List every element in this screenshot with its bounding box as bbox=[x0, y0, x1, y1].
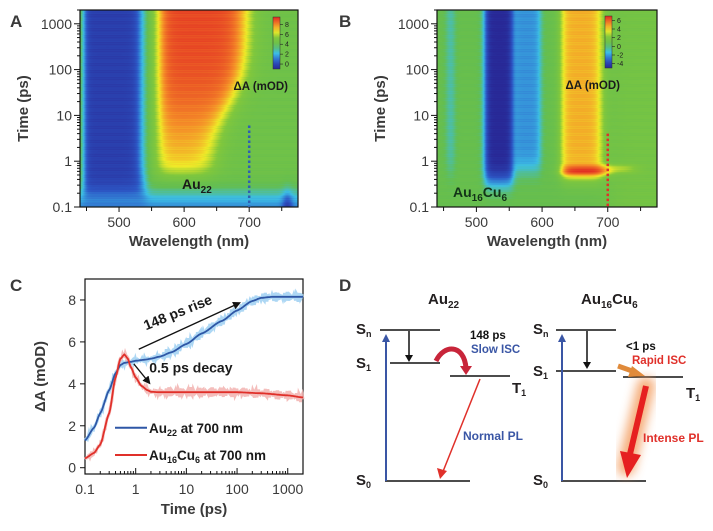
y-tick-label: 100 bbox=[406, 62, 430, 78]
x-tick-label: 1000 bbox=[272, 481, 303, 497]
isc-time-left: 148 ps bbox=[470, 330, 506, 342]
label-t1-left: T1 bbox=[512, 380, 526, 398]
colorbar bbox=[604, 15, 613, 69]
pl-arrowhead-left bbox=[437, 468, 447, 479]
label-sn-left: Sn bbox=[356, 321, 372, 339]
panel-c-line-chart: 0.1 1 10 100 1000 Time (ps) 0 2 4 6 8 ΔA (mOD) 148 p… bbox=[32, 278, 305, 518]
y-tick-label: 1 bbox=[64, 153, 72, 169]
colorbar-tick-label: 8 bbox=[285, 22, 289, 29]
panel-a-axes: 500 600 700 Wavelength (nm) 0.1 1 10 100 1000 Tim… bbox=[15, 9, 299, 250]
heatmap-a bbox=[80, 10, 298, 207]
heatmap-b bbox=[437, 10, 657, 207]
isc-arrowhead-right bbox=[628, 366, 645, 377]
x-tick-label: 600 bbox=[530, 214, 554, 230]
y-axis-label: Time (ps) bbox=[372, 75, 389, 141]
label-s1-left: S1 bbox=[356, 355, 371, 373]
x-axis-label: Wavelength (nm) bbox=[487, 233, 607, 250]
y-tick-label: 100 bbox=[49, 62, 73, 78]
pl-arrowhead-right bbox=[620, 451, 641, 478]
y-tick-label: 10 bbox=[413, 107, 429, 123]
ic-arrowhead-left bbox=[405, 355, 413, 362]
pl-label-left: Normal PL bbox=[463, 429, 523, 443]
decay-annotation: 0.5 ps decay bbox=[149, 359, 232, 375]
y-tick-label: 2 bbox=[68, 418, 76, 434]
x-tick-label: 700 bbox=[238, 214, 262, 230]
panel-d-energy-diagram: Au22 Sn S1 T1 S0 148 ps Slow ISC Normal … bbox=[356, 291, 704, 490]
diagram-left-title: Au22 bbox=[428, 291, 460, 311]
label-s0-right: S0 bbox=[533, 472, 548, 490]
isc-label-left: Slow ISC bbox=[471, 344, 520, 356]
y-tick-label: 10 bbox=[56, 107, 72, 123]
x-tick-label: 10 bbox=[179, 481, 195, 497]
y-tick-label: 1000 bbox=[41, 16, 72, 32]
rise-arrow bbox=[138, 301, 241, 350]
colorbar-tick-label: 4 bbox=[617, 27, 621, 34]
pl-arrow-left bbox=[441, 378, 481, 475]
colorbar-tick-label: 6 bbox=[617, 18, 621, 25]
fit-line-au22 bbox=[84, 295, 303, 442]
colorbar-tick-label: -4 bbox=[617, 61, 623, 68]
panel-letter-d: D bbox=[339, 276, 352, 295]
colorbar-tick-label: -2 bbox=[617, 53, 623, 60]
fit-line-au16cu6 bbox=[84, 353, 304, 460]
y-tick-label: 1000 bbox=[398, 16, 429, 32]
colorbar-label: ΔA (mOD) bbox=[234, 81, 289, 93]
x-tick-label: 100 bbox=[225, 481, 249, 497]
y-axis-label: ΔA (mOD) bbox=[32, 341, 49, 412]
label-sn-right: Sn bbox=[533, 321, 549, 339]
annotation-au22: Au22 bbox=[182, 176, 212, 196]
isc-arrow-left bbox=[433, 346, 469, 369]
label-s1-right: S1 bbox=[533, 363, 548, 381]
plot-frame-c bbox=[84, 278, 304, 475]
y-axis-label: Time (ps) bbox=[15, 75, 32, 141]
colorbar-tick-label: 0 bbox=[617, 44, 621, 51]
colorbar-tick-label: 2 bbox=[617, 35, 621, 42]
label-t1-right: T1 bbox=[686, 385, 700, 403]
y-tick-label: 0.1 bbox=[410, 199, 430, 215]
ic-arrowhead-right bbox=[583, 362, 591, 369]
colorbar bbox=[272, 16, 281, 70]
plot-frame bbox=[79, 9, 299, 208]
legend-label-au22: Au22 at 700 nm bbox=[149, 421, 243, 438]
y-tick-label: 8 bbox=[68, 292, 76, 308]
isc-time-right: <1 ps bbox=[626, 341, 656, 353]
y-tick-label: 4 bbox=[68, 376, 76, 392]
plot-frame bbox=[436, 9, 658, 208]
panel-letter-b: B bbox=[339, 12, 352, 31]
excitation-arrowhead-right bbox=[558, 334, 566, 342]
x-axis-label: Time (ps) bbox=[161, 501, 227, 518]
diagram-right-title: Au16Cu6 bbox=[581, 291, 638, 311]
x-tick-label: 1 bbox=[132, 481, 140, 497]
colorbar-tick-label: 6 bbox=[285, 32, 289, 39]
panel-b-axes: 500 600 700 Wavelength (nm) 0.1 1 10 100 1000 Tim… bbox=[372, 9, 658, 250]
colorbar-tick-label: 4 bbox=[285, 42, 289, 49]
annotation-au16cu6: Au16Cu6 bbox=[453, 184, 507, 204]
panel-letter-a: A bbox=[10, 12, 23, 31]
colorbar-label: ΔA (mOD) bbox=[566, 80, 621, 92]
pl-label-right: Intense PL bbox=[643, 431, 704, 445]
panel-letter-c: C bbox=[10, 276, 23, 295]
x-tick-label: 600 bbox=[172, 214, 196, 230]
x-tick-label: 500 bbox=[465, 214, 489, 230]
y-tick-label: 1 bbox=[421, 153, 429, 169]
rise-annotation: 148 ps rise bbox=[141, 291, 214, 333]
x-tick-label: 700 bbox=[596, 214, 620, 230]
legend-label-au16cu6: Au16Cu6 at 700 nm bbox=[149, 448, 266, 465]
excitation-arrowhead-left bbox=[382, 334, 390, 342]
pl-arrow-right bbox=[627, 385, 649, 455]
x-axis-label: Wavelength (nm) bbox=[129, 233, 249, 250]
isc-arrowhead-left bbox=[460, 366, 472, 375]
colorbar-tick-label: 2 bbox=[285, 52, 289, 59]
y-tick-label: 6 bbox=[68, 334, 76, 350]
label-s0-left: S0 bbox=[356, 472, 371, 490]
x-tick-label: 0.1 bbox=[75, 481, 95, 497]
isc-label-right: Rapid ISC bbox=[632, 355, 686, 367]
y-tick-label: 0.1 bbox=[53, 199, 73, 215]
colorbar-tick-label: 0 bbox=[285, 62, 289, 69]
decay-arrow bbox=[133, 363, 151, 385]
x-tick-label: 500 bbox=[107, 214, 131, 230]
y-tick-label: 0 bbox=[68, 460, 76, 476]
